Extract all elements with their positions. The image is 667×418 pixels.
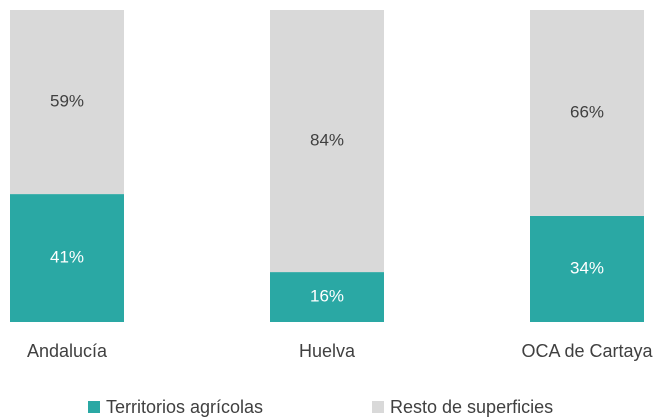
legend-swatch xyxy=(88,401,100,413)
legend-label: Resto de superficies xyxy=(390,397,553,417)
bar-segment xyxy=(270,272,384,322)
bar-segment xyxy=(530,215,644,322)
value-label: 41% xyxy=(50,248,84,267)
bar-segment xyxy=(10,10,124,195)
bar-segment xyxy=(270,10,384,273)
value-label: 59% xyxy=(50,92,84,111)
value-label: 34% xyxy=(570,258,604,277)
value-label: 66% xyxy=(570,102,604,121)
x-tick-label: Andalucía xyxy=(27,341,108,361)
bar-segment xyxy=(530,10,644,216)
value-label: 16% xyxy=(310,287,344,306)
legend-swatch xyxy=(372,401,384,413)
legend-label: Territorios agrícolas xyxy=(106,397,263,417)
x-tick-label: Huelva xyxy=(299,341,356,361)
x-tick-label: OCA de Cartaya xyxy=(521,341,653,361)
bar-segment xyxy=(10,194,124,322)
value-label: 84% xyxy=(310,131,344,150)
